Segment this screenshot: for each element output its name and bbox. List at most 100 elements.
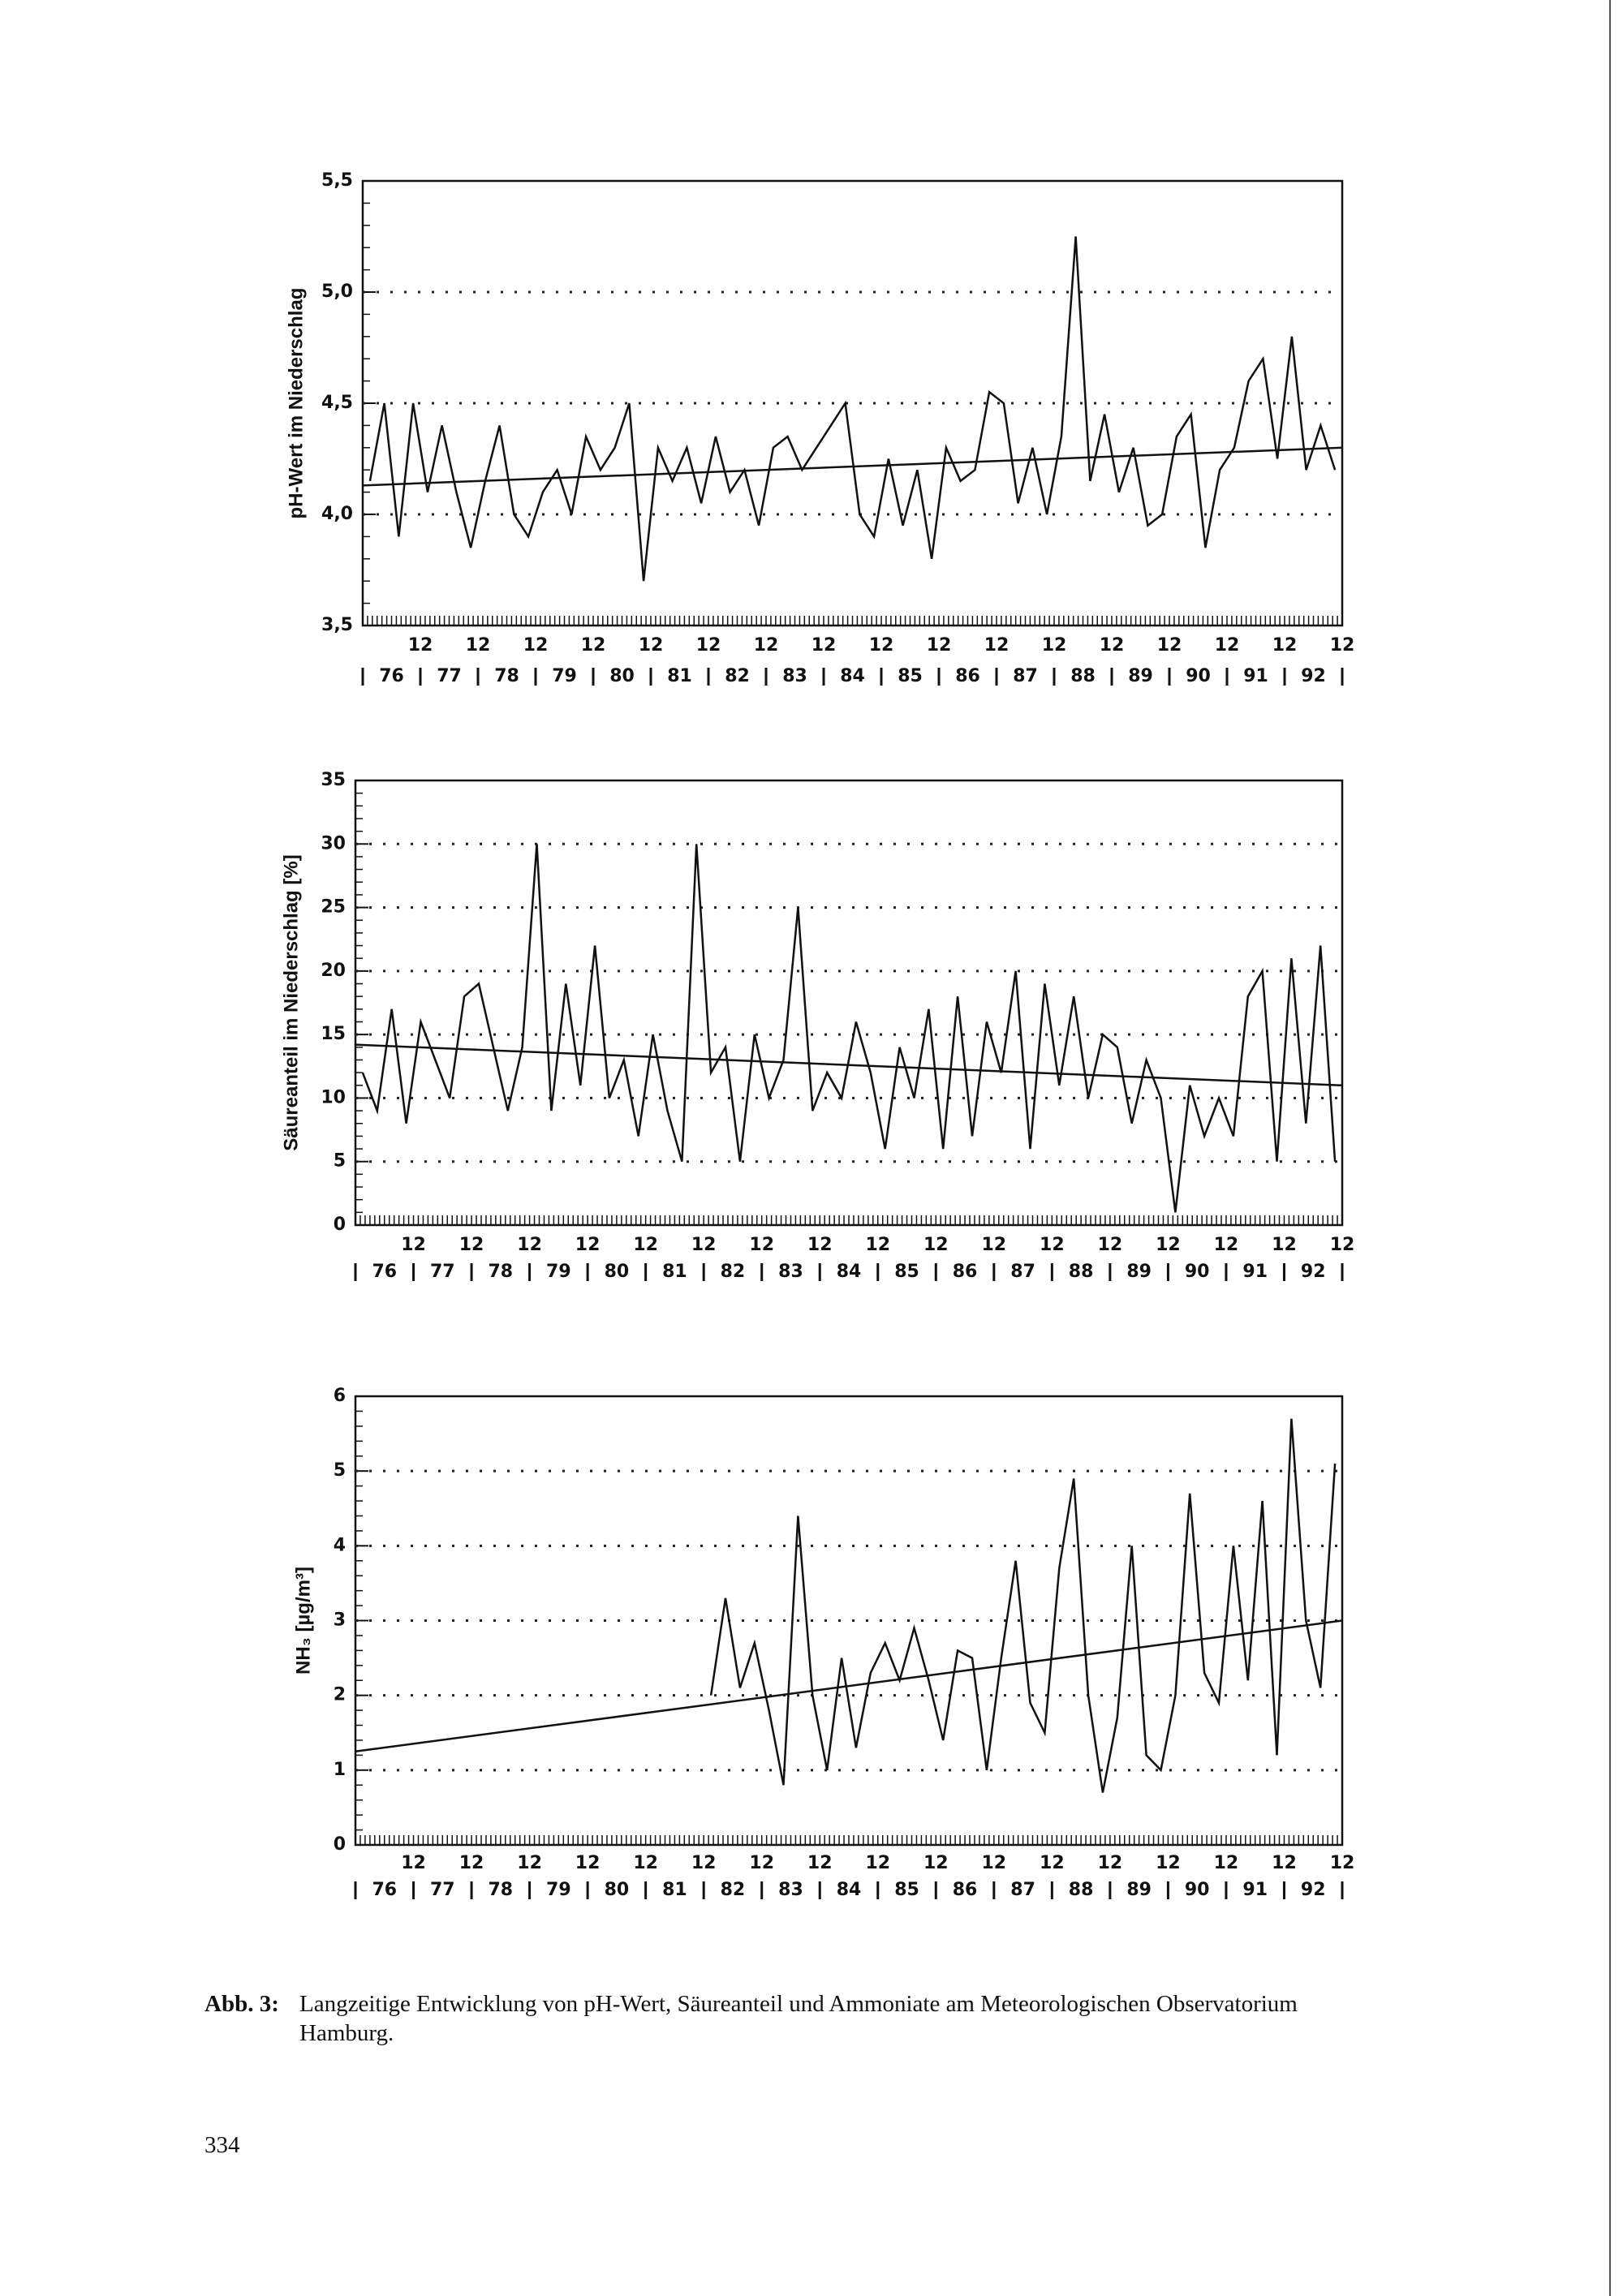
plot-frame — [361, 179, 1344, 627]
trend-line — [355, 1043, 1343, 1087]
y-tick-label: 5 — [334, 1151, 346, 1172]
y-tick-label: 0 — [334, 1834, 346, 1855]
year-label: 79 — [546, 1880, 571, 1900]
year-label: 89 — [1128, 666, 1153, 686]
x-tick-label: 12 — [923, 1235, 949, 1255]
x-tick-label: 12 — [982, 1235, 1007, 1255]
year-label: 86 — [953, 1880, 978, 1900]
data-line — [709, 1418, 1337, 1793]
x-tick-label: 12 — [927, 635, 952, 656]
year-label: 79 — [546, 1262, 571, 1282]
year-label: 80 — [605, 1880, 630, 1900]
x-tick-label: 12 — [575, 1853, 601, 1873]
year-label: 76 — [379, 666, 404, 686]
x-tick-label: 12 — [1156, 1235, 1181, 1255]
y-tick-label: 4,0 — [321, 504, 353, 524]
x-tick-label: 12 — [807, 1853, 833, 1873]
x-tick-label: 12 — [1040, 1853, 1065, 1873]
x-tick-label: 12 — [459, 1235, 484, 1255]
x-tick-label: 12 — [696, 635, 721, 656]
year-label: 84 — [837, 1262, 862, 1282]
x-tick-label: 12 — [1156, 1853, 1181, 1873]
year-label: 78 — [494, 666, 519, 686]
year-label: 86 — [953, 1262, 978, 1282]
x-tick-label: 12 — [1330, 1853, 1355, 1873]
plot-frame — [354, 779, 1344, 1227]
x-tick-label: 12 — [1272, 1853, 1297, 1873]
x-tick-label: 12 — [691, 1853, 717, 1873]
year-label: 82 — [725, 666, 750, 686]
year-label: 78 — [489, 1880, 514, 1900]
x-tick-label: 12 — [1330, 1235, 1355, 1255]
year-label: 86 — [955, 666, 980, 686]
year-label: 87 — [1010, 1880, 1035, 1900]
year-label: 82 — [721, 1880, 746, 1900]
year-label: 78 — [489, 1262, 514, 1282]
year-label: 88 — [1070, 666, 1096, 686]
x-tick-label: 12 — [1214, 1853, 1239, 1873]
year-label: 77 — [437, 666, 462, 686]
x-tick-label: 12 — [401, 1853, 426, 1873]
x-tick-label: 12 — [984, 635, 1010, 656]
data-line — [368, 236, 1337, 582]
x-tick-label: 12 — [517, 1853, 542, 1873]
y-tick-label: 6 — [334, 1386, 346, 1406]
y-tick-label: 0 — [334, 1215, 346, 1235]
year-label: 87 — [1010, 1262, 1035, 1282]
y-tick-label: 1 — [334, 1760, 346, 1780]
x-tick-label: 12 — [749, 1853, 774, 1873]
year-label: 91 — [1242, 1880, 1268, 1900]
y-axis-label: pH-Wert im Niederschlag — [285, 288, 307, 519]
x-tick-label: 12 — [1042, 635, 1067, 656]
y-tick-label: 5,0 — [321, 282, 353, 302]
x-tick-label: 12 — [1040, 1235, 1065, 1255]
x-tick-label: 12 — [982, 1853, 1007, 1873]
year-label: 79 — [552, 666, 577, 686]
year-label: 90 — [1185, 1880, 1210, 1900]
year-label: 83 — [778, 1880, 803, 1900]
year-label: 82 — [721, 1262, 746, 1282]
x-tick-label: 12 — [517, 1235, 542, 1255]
x-tick-label: 12 — [1214, 1235, 1239, 1255]
x-tick-label: 12 — [523, 635, 549, 656]
x-tick-label: 12 — [639, 635, 664, 656]
year-label: 80 — [609, 666, 635, 686]
y-tick-label: 4 — [334, 1535, 346, 1555]
year-label: 87 — [1013, 666, 1038, 686]
y-tick-label: 25 — [321, 897, 346, 918]
x-tick-label: 12 — [1098, 1853, 1123, 1873]
x-tick-label: 12 — [581, 635, 606, 656]
year-label: 81 — [667, 666, 692, 686]
year-label: 76 — [372, 1880, 397, 1900]
x-tick-label: 12 — [812, 635, 837, 656]
year-label: 85 — [898, 666, 923, 686]
y-tick-label: 30 — [321, 833, 346, 853]
y-axis-label: Säureanteil im Niederschlag [%] — [280, 854, 302, 1150]
data-line — [361, 844, 1337, 1213]
year-label: 92 — [1301, 1880, 1326, 1900]
x-tick-label: 12 — [1272, 1235, 1297, 1255]
x-tick-label: 12 — [1215, 635, 1240, 656]
x-tick-label: 12 — [1330, 635, 1355, 656]
year-label: 91 — [1243, 666, 1268, 686]
x-tick-label: 12 — [754, 635, 779, 656]
caption-line: Langzeitige Entwicklung von pH-Wert, Säu… — [299, 1991, 1298, 2017]
y-tick-label: 35 — [321, 770, 346, 790]
x-tick-label: 12 — [633, 1853, 658, 1873]
x-tick-label: 12 — [408, 635, 433, 656]
x-tick-label: 12 — [749, 1235, 774, 1255]
x-tick-label: 12 — [1100, 635, 1125, 656]
year-label: 81 — [662, 1880, 687, 1900]
year-label: 83 — [782, 666, 807, 686]
y-tick-label: 3,5 — [321, 615, 353, 635]
year-label: 85 — [894, 1262, 919, 1282]
caption-line: Hamburg. — [299, 2020, 394, 2046]
x-tick-label: 12 — [691, 1235, 717, 1255]
year-label: 77 — [430, 1262, 455, 1282]
x-tick-label: 12 — [1157, 635, 1182, 656]
x-tick-label: 12 — [1098, 1235, 1123, 1255]
year-label: 88 — [1069, 1262, 1094, 1282]
y-tick-label: 4,5 — [321, 393, 353, 413]
y-tick-label: 5,5 — [321, 170, 353, 191]
x-tick-label: 12 — [869, 635, 894, 656]
